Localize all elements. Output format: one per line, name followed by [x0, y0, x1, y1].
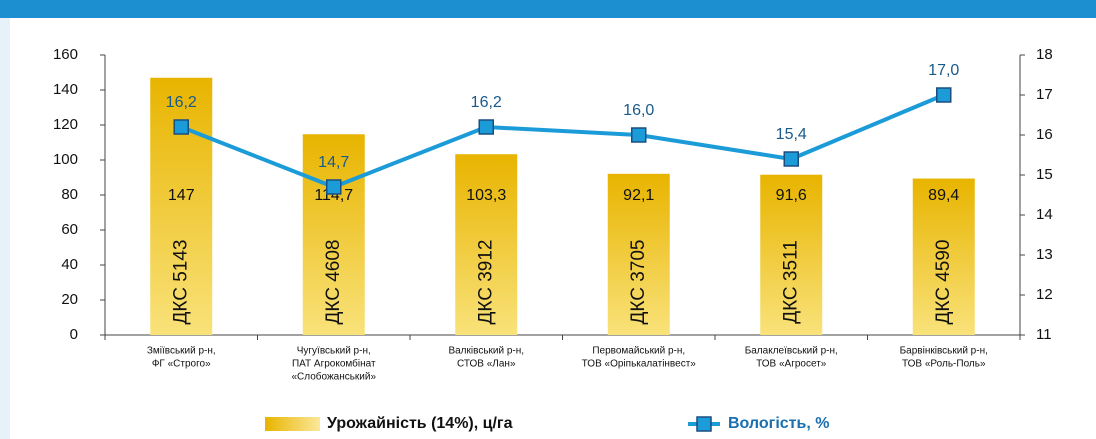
bar-name: ДКС 4590 [933, 240, 954, 325]
line-value-label: 16,2 [166, 94, 197, 111]
x-tick-label: Первомайський р-н, [592, 346, 685, 357]
bar [302, 134, 365, 335]
legend-swatch [265, 417, 320, 431]
bar [607, 173, 670, 335]
legend-label: Вологість, % [728, 415, 829, 432]
line-value-label: 17,0 [928, 62, 959, 79]
x-tick-label: ПАТ Агрокомбінат [292, 358, 376, 370]
line-value-label: 15,4 [776, 126, 807, 143]
bar [455, 154, 518, 335]
line [180, 93, 945, 190]
y-tick-label: 60 [61, 221, 78, 238]
y2-tick-label: 16 [1036, 126, 1053, 143]
x-tick-label: ТОВ «Роль-Поль» [902, 359, 986, 370]
line-value-label: 16,2 [471, 94, 502, 111]
y-tick-label: 100 [53, 151, 78, 168]
legend-label: Урожайність (14%), ц/га [327, 415, 513, 432]
x-tick-label: Валківський р-н, [448, 346, 524, 357]
bar [912, 178, 975, 335]
bar-value-label: 103,3 [466, 187, 506, 204]
bar-value-label: 114,7 [314, 187, 353, 204]
line-value-label: 14,7 [318, 154, 349, 171]
x-tick-label: СТОВ «Лан» [457, 359, 516, 370]
y2-tick-label: 18 [1036, 46, 1053, 63]
y-tick-label: 120 [53, 116, 78, 133]
line-marker [478, 119, 494, 135]
bar-value-label: 92,1 [623, 187, 654, 204]
y2-tick-label: 13 [1036, 246, 1053, 263]
bar-name: ДКС 4608 [323, 240, 344, 325]
y2-tick-label: 14 [1036, 206, 1053, 223]
line-marker [783, 151, 799, 167]
left-strip [0, 18, 10, 439]
y2-tick-label: 12 [1036, 286, 1053, 303]
y-tick-label: 20 [61, 291, 78, 308]
y-tick-label: 0 [70, 326, 78, 343]
legend-marker [696, 416, 712, 432]
y2-tick-label: 15 [1036, 166, 1053, 183]
y-tick-label: 160 [53, 46, 78, 63]
bar-name: ДКС 3705 [628, 240, 649, 325]
line-marker [936, 87, 952, 103]
top-band [0, 0, 1096, 18]
bar-value-label: 147 [168, 187, 195, 204]
bar-value-label: 91,6 [776, 187, 807, 204]
y-tick-label: 140 [53, 81, 78, 98]
x-tick-label: ФГ «Строго» [152, 359, 211, 370]
y2-tick-label: 17 [1036, 86, 1053, 103]
y-tick-label: 40 [61, 256, 78, 273]
x-tick-label: Барвінківський р-н, [900, 346, 988, 357]
bar-name: ДКС 3511 [780, 240, 801, 324]
bar-name: ДКС 5143 [170, 240, 191, 325]
y2-tick-label: 11 [1036, 326, 1052, 343]
bar-value-label: 89,4 [928, 187, 959, 204]
bar-name: ДКС 3912 [475, 240, 496, 325]
x-tick-label: ТОВ «Оріпькалатінвест» [582, 359, 697, 370]
x-tick-label: Зміївський р-н, [147, 346, 216, 357]
line-marker [631, 127, 647, 143]
bar [760, 174, 823, 335]
line-value-label: 16,0 [623, 102, 654, 119]
line-marker [173, 119, 189, 135]
x-tick-label: ТОВ «Агросет» [756, 359, 827, 370]
x-tick-label: Балаклеївський р-н, [745, 346, 838, 357]
line-marker [326, 179, 342, 195]
x-tick-label: «Слобожанський» [291, 371, 376, 383]
y-tick-label: 80 [61, 186, 78, 203]
x-tick-label: Чугуївський р-н, [297, 346, 371, 357]
